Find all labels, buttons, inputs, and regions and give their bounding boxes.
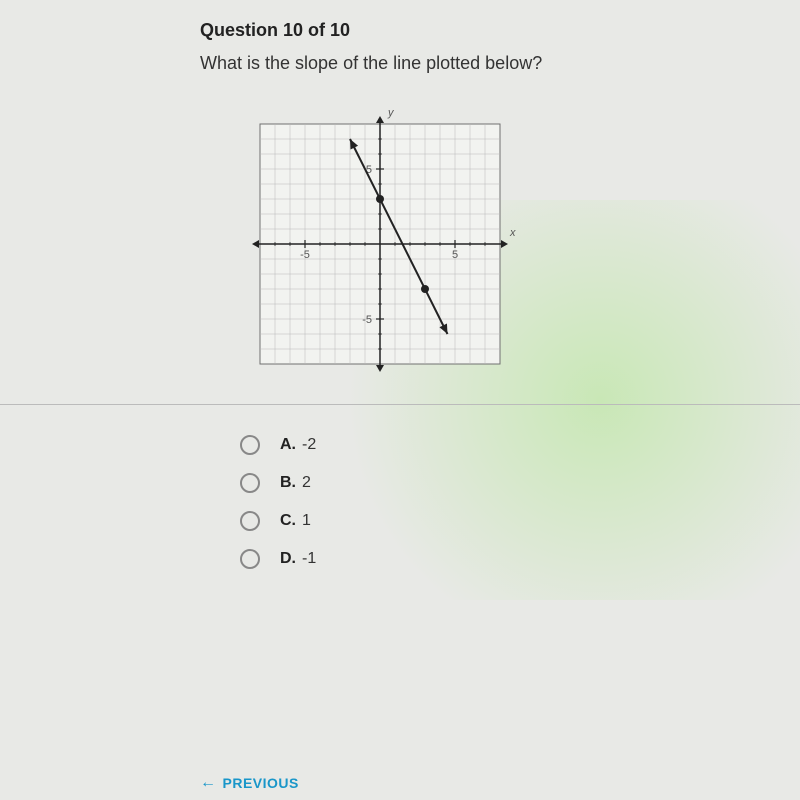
arrow-left-icon: ← <box>200 774 217 792</box>
answer-options: A. -2 B. 2 C. 1 D. -1 <box>240 435 760 569</box>
question-number: Question 10 of 10 <box>200 20 760 41</box>
svg-text:-5: -5 <box>300 249 310 261</box>
svg-text:-5: -5 <box>362 314 372 326</box>
previous-button[interactable]: ← PREVIOUS <box>200 774 299 792</box>
option-letter: B. <box>280 474 296 492</box>
question-text: What is the slope of the line plotted be… <box>200 53 760 74</box>
question-card: Question 10 of 10 What is the slope of t… <box>0 0 800 587</box>
option-c[interactable]: C. 1 <box>240 511 760 531</box>
option-letter: C. <box>280 512 296 530</box>
svg-text:x: x <box>509 227 516 239</box>
divider <box>0 404 800 405</box>
option-text: 2 <box>302 474 311 492</box>
option-d[interactable]: D. -1 <box>240 549 760 569</box>
option-b[interactable]: B. 2 <box>240 473 760 493</box>
svg-text:5: 5 <box>452 249 458 261</box>
option-text: -2 <box>302 436 316 454</box>
option-letter: A. <box>280 436 296 454</box>
option-a[interactable]: A. -2 <box>240 435 760 455</box>
radio-icon[interactable] <box>240 511 260 531</box>
radio-icon[interactable] <box>240 549 260 569</box>
radio-icon[interactable] <box>240 473 260 493</box>
previous-label: PREVIOUS <box>223 775 299 791</box>
graph: -55-55xy <box>240 104 520 384</box>
svg-text:y: y <box>387 107 395 119</box>
option-text: -1 <box>302 550 316 568</box>
option-text: 1 <box>302 512 311 530</box>
radio-icon[interactable] <box>240 435 260 455</box>
option-letter: D. <box>280 550 296 568</box>
